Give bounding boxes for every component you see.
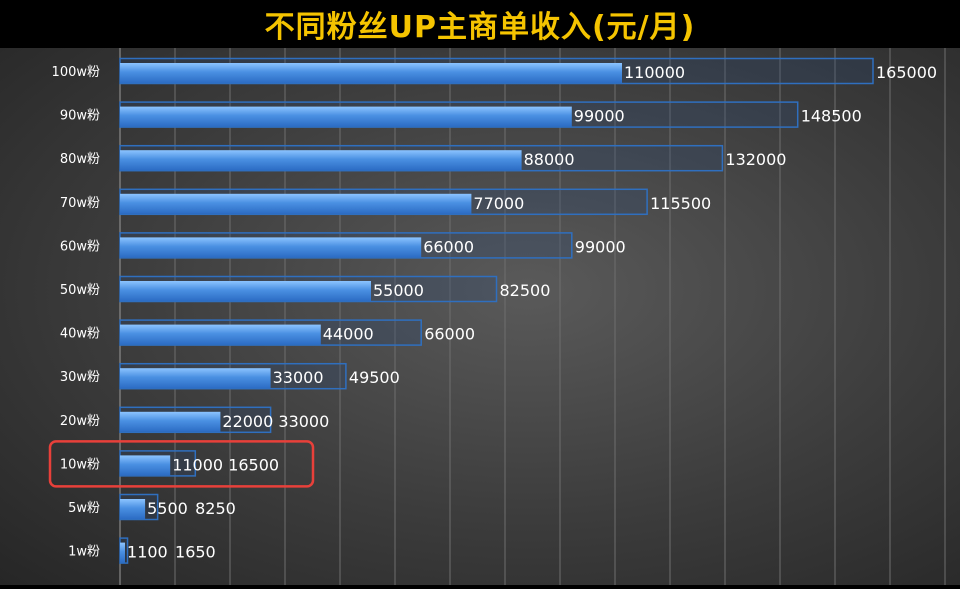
highlight-box [48, 440, 315, 488]
chart-title: 不同粉丝UP主商单收入(元/月) [264, 10, 696, 45]
label-layer: 100w粉 110000 165000 90w粉 99000 148500 80w粉 8800… [52, 63, 938, 562]
bar-series1 [120, 106, 572, 127]
data-label-series1: 110000 [624, 63, 685, 82]
data-label-series2: 132000 [725, 150, 786, 169]
bar-layer [119, 57, 874, 564]
data-label-series2: 148500 [801, 107, 862, 126]
category-label: 1w粉 [68, 545, 100, 560]
category-label: 80w粉 [60, 152, 100, 167]
grid-layer [119, 48, 946, 585]
bar-series1 [120, 542, 126, 563]
data-label-series1: 22000 [222, 412, 273, 431]
bar-series1 [120, 63, 622, 83]
bar-series1 [120, 455, 171, 476]
bar-series1 [120, 237, 422, 258]
bar-series1 [120, 368, 271, 389]
data-label-series2: 82500 [500, 281, 551, 300]
data-label-series1: 44000 [323, 325, 374, 344]
bar-series1 [120, 193, 472, 214]
category-label: 30w粉 [60, 370, 100, 385]
data-label-series2: 66000 [424, 325, 475, 344]
data-label-series1: 5500 [147, 499, 188, 518]
bar-chart: 100w粉 110000 165000 90w粉 99000 148500 80w粉 8800… [48, 48, 946, 585]
data-label-series2: 8250 [195, 499, 236, 518]
data-label-series1: 88000 [524, 150, 575, 169]
category-label: 10w粉 [60, 457, 100, 472]
bar-series1 [120, 411, 221, 432]
data-label-series2: 165000 [876, 63, 937, 82]
data-label-series1: 33000 [273, 368, 324, 387]
category-label: 100w粉 [52, 65, 100, 80]
data-label-series2: 1650 [175, 543, 216, 562]
data-label-series1: 11000 [172, 455, 223, 474]
data-label-series1: 1100 [127, 543, 168, 562]
plot-area: 100w粉 110000 165000 90w粉 99000 148500 80w粉 8800… [0, 48, 960, 585]
bar-series1 [120, 281, 371, 301]
bar-series1 [120, 324, 321, 345]
title-bar: 不同粉丝UP主商单收入(元/月) [0, 0, 960, 48]
data-label-series2: 16500 [228, 455, 279, 474]
data-label-series2: 49500 [349, 368, 400, 387]
data-label-series2: 99000 [575, 237, 626, 256]
category-label: 70w粉 [60, 196, 100, 211]
bar-series1 [120, 499, 146, 519]
category-label: 40w粉 [60, 327, 100, 342]
data-label-series1: 99000 [574, 107, 625, 126]
category-label: 90w粉 [60, 109, 100, 124]
category-label: 5w粉 [68, 501, 100, 516]
category-label: 50w粉 [60, 283, 100, 298]
bar-series1 [120, 150, 522, 171]
category-label: 60w粉 [60, 239, 100, 254]
data-label-series2: 33000 [278, 412, 329, 431]
data-label-series1: 55000 [373, 281, 424, 300]
data-label-series1: 77000 [473, 194, 524, 213]
category-label: 20w粉 [60, 414, 100, 429]
data-label-series2: 115500 [650, 194, 711, 213]
data-label-series1: 66000 [423, 237, 474, 256]
highlight-layer [48, 440, 315, 488]
